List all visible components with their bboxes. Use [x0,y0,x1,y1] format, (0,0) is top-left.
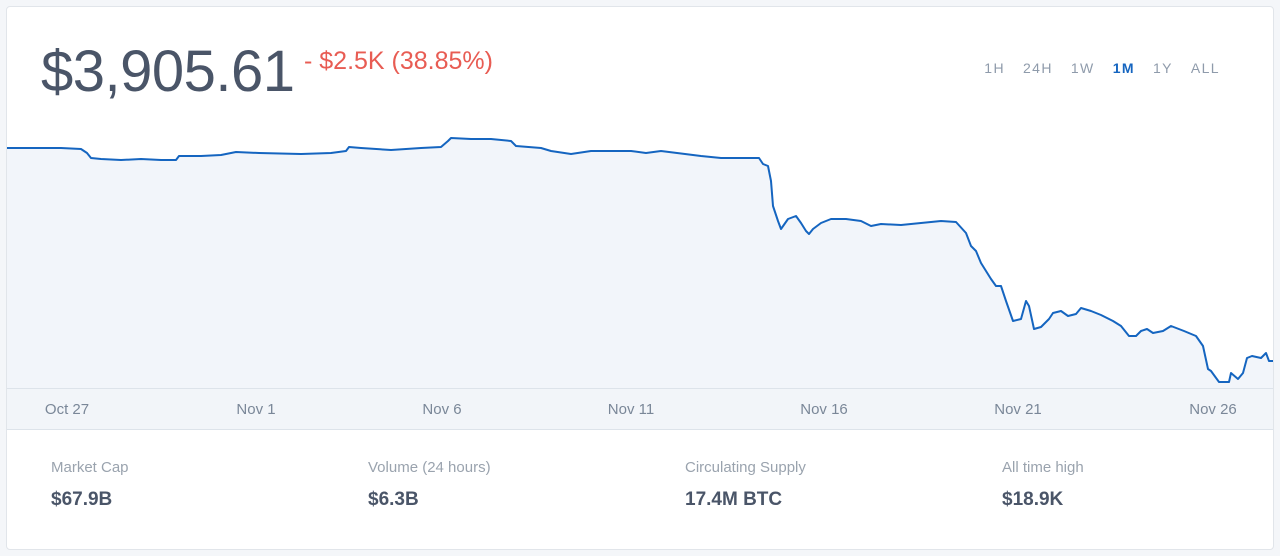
x-tick-label: Nov 16 [800,401,848,418]
x-tick-label: Oct 27 [44,401,90,418]
current-price: $3,905.61 [41,39,295,104]
stat-value: 17.4M BTC [685,489,783,510]
stat-value: $18.9K [1002,489,1064,510]
range-tab-all[interactable]: ALL [1190,60,1220,76]
range-tab-24h[interactable]: 24H [1022,60,1053,76]
stat-all-time-high: All time high $18.9K [958,430,1273,549]
stats-row: Market Cap $67.9B Volume (24 hours) $6.3… [7,430,1273,549]
x-tick-label: Nov 21 [994,401,1042,418]
stat-label: Volume (24 hours) [368,459,491,476]
x-tick-label: Nov 26 [1189,401,1237,418]
stat-label: All time high [1002,459,1084,476]
range-tab-1y[interactable]: 1Y [1152,60,1173,76]
x-axis: Oct 27 Nov 1 Nov 6 Nov 11 Nov 16 Nov 21 … [7,388,1273,430]
price-chart[interactable] [7,107,1273,389]
x-tick-label: Nov 1 [236,401,276,418]
stat-market-cap: Market Cap $67.9B [7,430,324,549]
price-line-svg [7,137,1273,389]
stat-label: Circulating Supply [685,459,806,476]
x-tick-label: Nov 6 [422,401,462,418]
stat-circulating-supply: Circulating Supply 17.4M BTC [641,430,958,549]
range-tab-1h[interactable]: 1H [984,60,1005,76]
price-area-fill [7,138,1273,389]
stat-label: Market Cap [51,459,129,476]
price-change: - $2.5K (38.85%) [304,47,493,75]
stat-value: $6.3B [368,489,419,510]
stat-value: $67.9B [51,489,113,510]
x-tick-label: Nov 11 [607,401,655,418]
price-line [7,137,1273,383]
price-chart-card: $3,905.61 - $2.5K (38.85%) 1H 24H 1W 1M … [6,6,1274,550]
range-tab-1m[interactable]: 1M [1112,60,1135,76]
stat-volume: Volume (24 hours) $6.3B [324,430,641,549]
range-tab-1w[interactable]: 1W [1070,60,1095,76]
time-range-tabs: 1H 24H 1W 1M 1Y ALL [975,59,1229,77]
